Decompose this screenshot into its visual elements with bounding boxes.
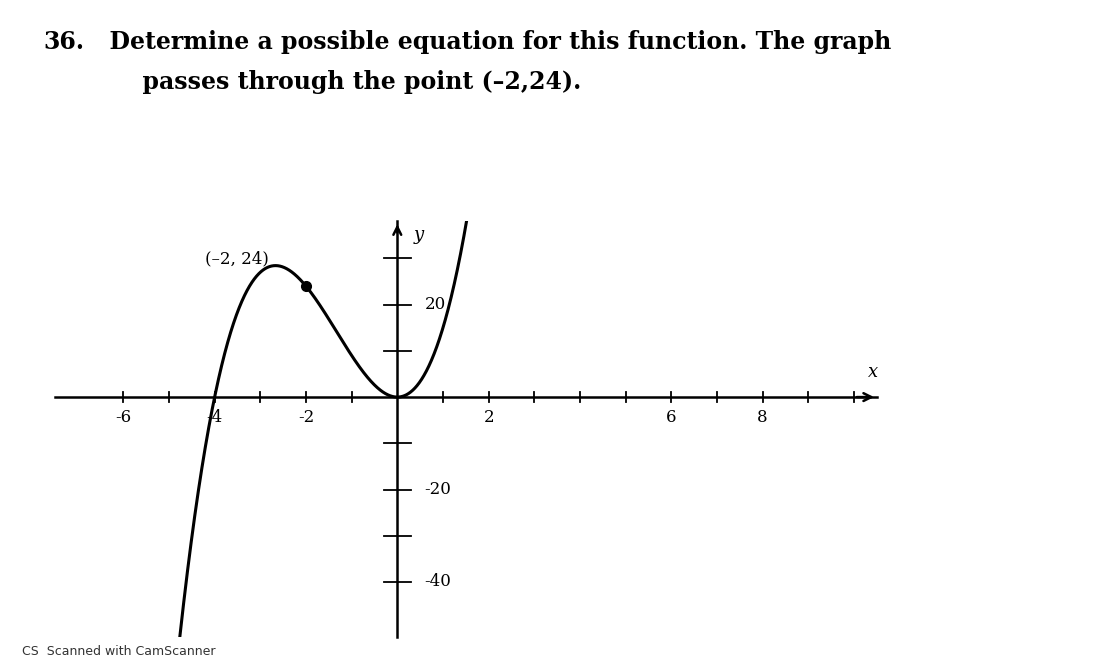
Text: -40: -40: [424, 574, 452, 590]
Text: CS  Scanned with CamScanner: CS Scanned with CamScanner: [22, 645, 216, 658]
Text: -2: -2: [298, 409, 315, 425]
Text: -4: -4: [206, 409, 222, 425]
Text: -6: -6: [115, 409, 132, 425]
Text: 36.: 36.: [44, 30, 84, 54]
Text: 8: 8: [757, 409, 768, 425]
Text: 2: 2: [483, 409, 494, 425]
Text: passes through the point (–2,24).: passes through the point (–2,24).: [93, 70, 581, 95]
Text: -20: -20: [424, 481, 452, 498]
Text: Determine a possible equation for this function. The graph: Determine a possible equation for this f…: [93, 30, 891, 54]
Text: (–2, 24): (–2, 24): [205, 250, 270, 267]
Text: 6: 6: [666, 409, 676, 425]
Text: 20: 20: [424, 296, 446, 313]
Text: x: x: [868, 363, 878, 381]
Text: y: y: [413, 226, 423, 244]
